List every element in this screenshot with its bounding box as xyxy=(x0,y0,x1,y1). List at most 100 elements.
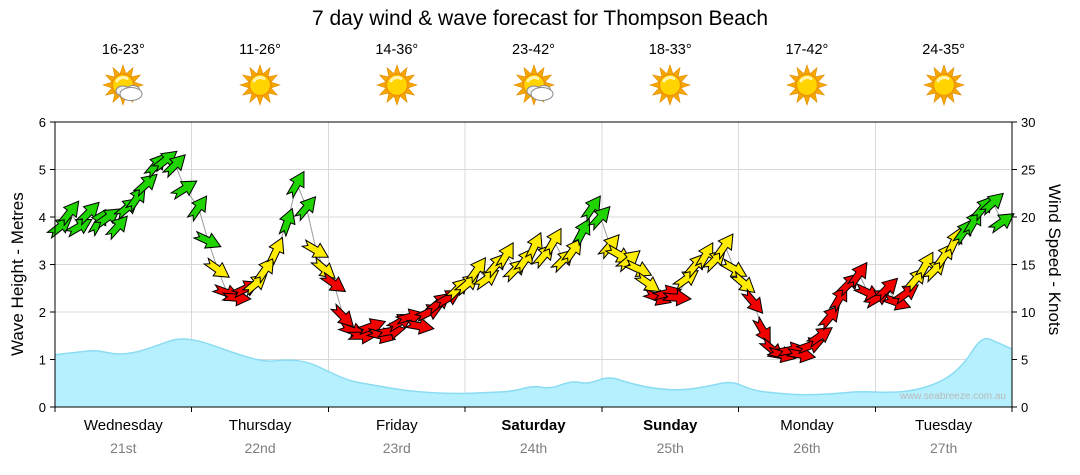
day-date: 22nd xyxy=(244,440,276,456)
day-label-tuesday: Tuesday 27th xyxy=(879,417,1009,456)
sun-ray xyxy=(375,81,387,89)
left-axis-tick-label: 2 xyxy=(39,305,46,320)
sun-icon xyxy=(239,64,282,106)
sun-ray xyxy=(393,64,401,75)
weather-icon xyxy=(747,62,867,108)
wind-arrow xyxy=(740,288,764,314)
day-header-tuesday: 24-35° xyxy=(884,42,1004,108)
wind-arrow xyxy=(661,288,693,307)
wind-arrow xyxy=(623,259,653,278)
temperature-range: 16-23° xyxy=(101,42,145,58)
day-date: 26th xyxy=(793,440,821,456)
day-label-friday: Friday 23rd xyxy=(332,417,462,456)
day-label-monday: Monday 26th xyxy=(742,417,872,456)
left-axis-tick-label: 4 xyxy=(39,210,46,225)
wind-arrow xyxy=(846,261,868,289)
wind-arrow xyxy=(309,256,336,279)
wind-arrow xyxy=(404,317,435,335)
wind-arrow xyxy=(561,237,582,266)
left-axis-tick-label: 5 xyxy=(39,163,46,178)
wind-arrow xyxy=(132,173,158,198)
sun-icon xyxy=(375,64,418,106)
wind-arrow xyxy=(751,315,771,344)
sun-ray xyxy=(239,81,250,89)
day-name: Friday xyxy=(375,417,418,434)
page-title: 7 day wind & wave forecast for Thompson … xyxy=(311,7,769,30)
wave-height-area xyxy=(55,338,1012,407)
wind-arrow xyxy=(633,271,661,293)
sun-ray xyxy=(954,81,965,89)
sun-icon xyxy=(922,64,965,106)
sun-ray xyxy=(922,81,933,89)
day-name: Tuesday xyxy=(915,417,973,434)
temperature-range: 11-26° xyxy=(239,42,281,58)
left-axis-tick-label: 3 xyxy=(39,258,46,273)
day-date: 21st xyxy=(110,440,137,456)
wind-arrow xyxy=(712,233,734,261)
wind-arrow xyxy=(987,213,1015,234)
sun-ray xyxy=(817,81,828,89)
wind-arrow xyxy=(161,154,186,179)
wind-arrow xyxy=(169,180,198,201)
day-name: Saturday xyxy=(501,417,566,434)
right-axis-tick-label: 30 xyxy=(1021,115,1035,130)
left-axis-tick-label: 1 xyxy=(39,353,46,368)
day-date: 27th xyxy=(930,440,958,456)
temperature-range: 17-42° xyxy=(785,42,829,58)
sun-ray xyxy=(785,81,797,89)
day-name: Monday xyxy=(780,417,834,434)
right-axis-title: Wind Speed - Knots xyxy=(1045,184,1064,336)
sun-ray xyxy=(649,81,660,89)
weather-icon xyxy=(610,62,730,108)
weather-icon xyxy=(474,62,594,108)
weather-icon xyxy=(200,62,320,108)
left-axis-tick-label: 0 xyxy=(39,400,46,415)
sun-icon xyxy=(785,64,828,106)
temperature-range: 18-33° xyxy=(648,42,692,58)
sun-ray xyxy=(512,81,523,89)
day-label-saturday: Saturday 24th xyxy=(469,417,599,456)
sun-ray xyxy=(256,95,264,106)
sun-ray xyxy=(102,81,113,89)
day-label-thursday: Thursday 22nd xyxy=(195,417,325,456)
wind-arrow xyxy=(729,270,756,294)
day-name: Sunday xyxy=(643,417,698,434)
temperature-range: 23-42° xyxy=(512,42,555,58)
right-axis-tick-label: 25 xyxy=(1021,163,1035,178)
right-axis-tick-label: 5 xyxy=(1021,353,1028,368)
wind-arrow xyxy=(278,207,296,238)
wind-arrow xyxy=(978,192,1005,217)
wind-arrow xyxy=(285,170,305,200)
wind-arrow xyxy=(329,302,355,328)
day-date: 25th xyxy=(656,440,684,456)
axis-ticks xyxy=(50,121,1017,412)
sun-ray xyxy=(803,64,811,75)
sun-ray xyxy=(407,81,418,89)
temperature-range: 24-35° xyxy=(922,42,966,58)
wind-arrow xyxy=(300,239,330,258)
wind-arrow xyxy=(604,243,633,263)
wind-arrow xyxy=(962,208,982,238)
day-date: 24th xyxy=(519,440,548,456)
sun-ray xyxy=(530,64,537,75)
wind-arrow xyxy=(266,236,285,266)
sun-ray xyxy=(119,64,127,75)
weather-icon xyxy=(337,62,457,108)
temperature-range: 14-36° xyxy=(375,42,419,58)
left-axis-tick-label: 6 xyxy=(39,115,46,130)
wind-arrow xyxy=(587,205,611,232)
sun-ray xyxy=(270,81,282,89)
wind-arrow xyxy=(186,195,208,223)
sun-ray xyxy=(666,64,674,75)
day-header-thursday: 11-26° xyxy=(200,42,320,108)
day-label-sunday: Sunday 25th xyxy=(605,417,735,456)
wind-arrow xyxy=(104,215,128,241)
weather-icon xyxy=(63,62,183,108)
cloud-icon xyxy=(115,85,143,101)
wind-arrow xyxy=(202,257,230,278)
day-header-saturday: 23-42° xyxy=(474,42,594,108)
sun-icon xyxy=(649,64,692,106)
wind-arrow xyxy=(192,230,222,249)
